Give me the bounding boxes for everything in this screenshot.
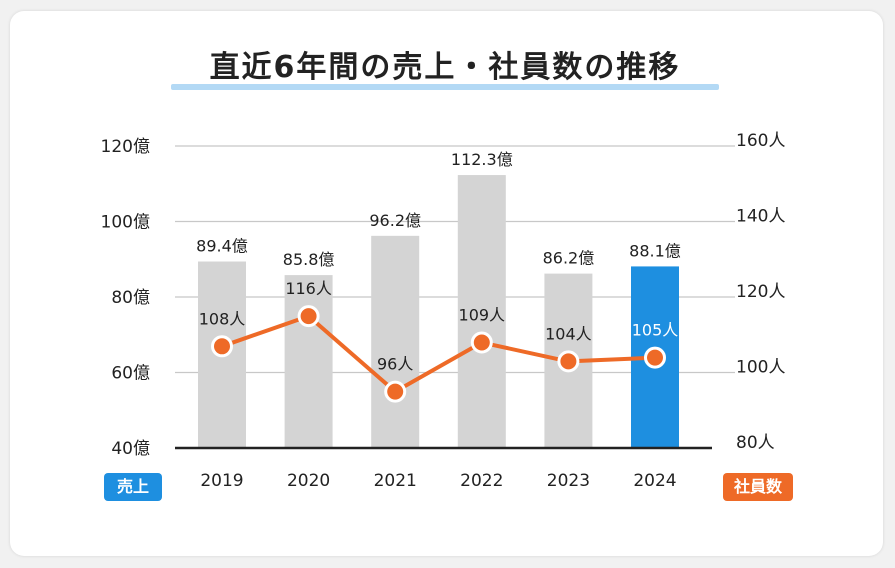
x-tick-label: 2020 [287,471,330,491]
bar-value-label: 88.1億 [629,241,681,260]
employees-value-label: 109人 [459,306,506,325]
left-tick-label: 100億 [101,213,150,233]
right-tick-label: 120人 [736,282,785,302]
left-tick-label: 60億 [111,364,150,384]
chart-card [10,11,883,556]
x-tick-label: 2023 [547,471,590,491]
employees-value-label: 96人 [377,355,413,374]
employees-value-label: 116人 [285,279,332,298]
employees-line [221,314,656,394]
sales-axis-badge: 売上 [104,473,162,501]
right-tick-label: 140人 [736,207,785,227]
bar-value-label: 96.2億 [369,211,421,230]
title-underline [171,84,719,90]
bar-value-label: 89.4億 [196,237,248,256]
employees-point [297,305,320,328]
employees-point [470,331,493,354]
right-tick-label: 160人 [736,131,785,151]
employees-point [211,335,233,358]
x-tick-label: 2024 [633,471,676,491]
chart-title-block: 直近6年間の売上・社員数の推移 [171,50,719,90]
x-tick-label: 2022 [460,471,503,491]
x-tick-label: 2021 [374,471,417,491]
left-tick-label: 120億 [101,137,150,157]
employees-point [384,380,407,403]
bar [457,175,506,448]
employees-value-label: 104人 [545,324,592,343]
employees-point [557,350,580,373]
bar-value-label: 85.8億 [283,250,335,269]
right-tick-label: 100人 [736,358,785,378]
employees-value-label: 108人 [199,309,246,328]
right-tick-label: 80人 [736,433,775,453]
employees-value-label: 105人 [632,321,679,340]
bar-value-label: 86.2億 [543,249,595,268]
left-tick-label: 80億 [111,288,150,308]
chart-title: 直近6年間の売上・社員数の推移 [209,50,681,85]
bar-value-label: 112.3億 [451,150,513,169]
bar [371,235,420,448]
x-tick-label: 2019 [200,471,243,491]
employees-axis-badge: 社員数 [723,473,793,501]
left-tick-label: 40億 [111,439,150,459]
bar [284,275,333,448]
employees-point [644,346,666,369]
